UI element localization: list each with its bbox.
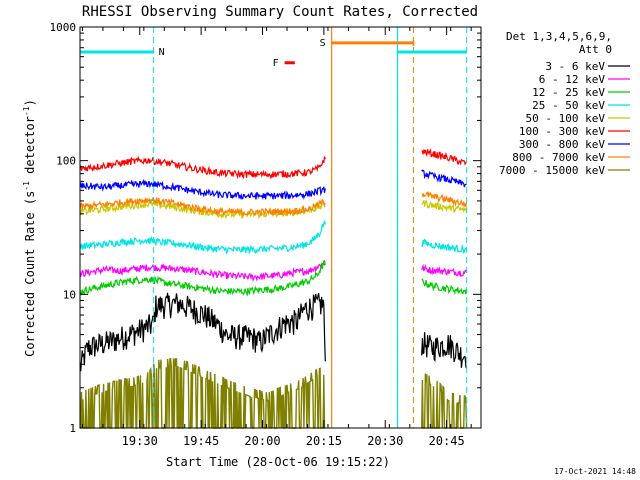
saa-label: S (320, 38, 326, 49)
series-100-300keV (79, 148, 468, 180)
legend-label: 6 - 12 keV (539, 73, 606, 86)
series-6-12keV (79, 262, 468, 283)
series-7000-15000keV (80, 358, 468, 429)
legend-label: 3 - 6 keV (545, 60, 605, 73)
series-line (421, 373, 468, 429)
y-axis-label: Corrected Count Rate (s-1 detector-1) (22, 99, 37, 357)
legend-label: 7000 - 15000 keV (499, 164, 605, 177)
y-label-part: ) (23, 99, 37, 106)
y-tick-label: 100 (56, 155, 76, 168)
legend-label: 100 - 300 keV (519, 125, 605, 138)
series-line (421, 148, 468, 166)
series-50-100keV (79, 198, 468, 220)
series-line (421, 238, 468, 255)
series-line (79, 259, 326, 297)
series-12-25keV (79, 259, 468, 297)
axis-layer: 1 10 100 1000 19:30 19:45 20:00 20:15 20:30 20:45 (50, 21, 482, 448)
y-tick-label: 10 (63, 288, 76, 301)
series-line (421, 169, 468, 188)
x-tick-label: 19:30 (122, 434, 158, 448)
legend-header: Att 0 (579, 43, 612, 56)
legend-label: 12 - 25 keV (532, 86, 605, 99)
x-tick-label: 20:30 (367, 434, 403, 448)
y-tick-label: 1000 (50, 21, 77, 34)
y-label-part: Corrected Count Rate (s (23, 191, 37, 357)
x-tick-label: 20:45 (429, 434, 465, 448)
flare-label: F (273, 58, 279, 69)
series-line (421, 263, 468, 277)
series-line (79, 262, 326, 283)
series-line (79, 292, 326, 372)
series-line (80, 358, 326, 429)
series-300-800keV (79, 169, 468, 201)
night-label: N (159, 47, 165, 58)
series-3-6keV (79, 292, 468, 372)
series-25-50keV (79, 220, 468, 255)
legend-label: 50 - 100 keV (526, 112, 606, 125)
y-label-part: detector (23, 116, 37, 181)
y-label-sup: -1 (22, 106, 31, 116)
series-line (79, 198, 326, 220)
chart-title: RHESSI Observing Summary Count Rates, Co… (82, 4, 478, 20)
legend-header: Det 1,3,4,5,6,9, (506, 30, 612, 43)
series-line (79, 155, 326, 180)
x-tick-label: 19:45 (183, 434, 219, 448)
series-line (79, 197, 326, 217)
x-tick-label: 20:15 (306, 434, 342, 448)
series-line (421, 278, 468, 296)
legend-label: 800 - 7000 keV (512, 151, 605, 164)
legend-label: 25 - 50 keV (532, 99, 605, 112)
y-label-sup: -1 (22, 181, 31, 191)
series-layer (79, 148, 468, 429)
series-line (421, 332, 468, 369)
series-line (79, 178, 326, 201)
series-line (421, 199, 468, 214)
y-tick-label: 1 (69, 422, 76, 435)
plot-frame (79, 26, 482, 429)
series-800-7000keV (79, 191, 468, 217)
svg-text:Corrected Count Rate (s-1 dete: Corrected Count Rate (s-1 detector-1) (22, 99, 37, 357)
series-line (421, 191, 468, 208)
marker-layer: N F S (80, 27, 468, 428)
footer-timestamp: 17-Oct-2021 14:48 (554, 467, 636, 476)
x-axis-label: Start Time (28-Oct-06 19:15:22) (166, 455, 390, 469)
series-line (79, 220, 326, 255)
legend-label: 300 - 800 keV (519, 138, 605, 151)
x-tick-label: 20:00 (244, 434, 280, 448)
